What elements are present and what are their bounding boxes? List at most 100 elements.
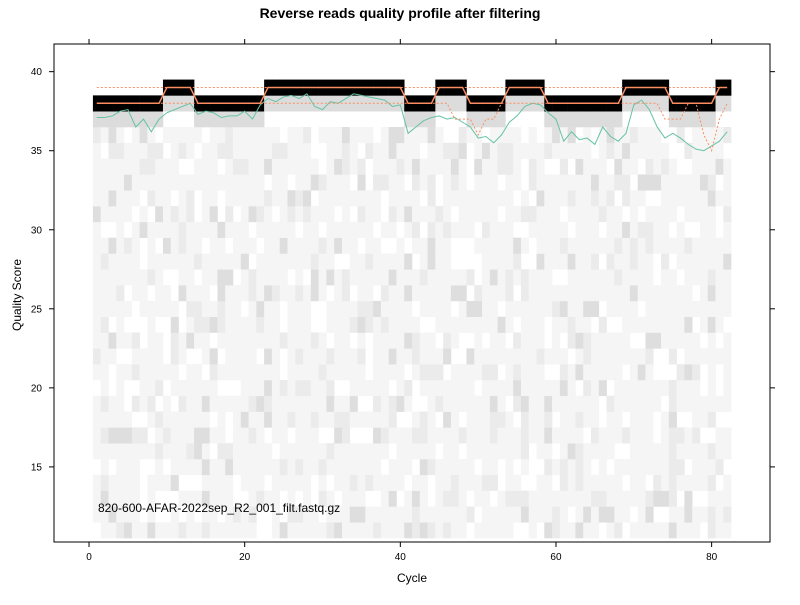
heatmap-cell (256, 206, 265, 223)
heatmap-cell (653, 95, 662, 112)
heatmap-cell (458, 474, 467, 491)
heatmap-cell (575, 158, 584, 175)
heatmap-cell (225, 142, 234, 159)
heatmap-cell (466, 127, 475, 144)
heatmap-cell (194, 443, 203, 460)
heatmap-cell (326, 348, 335, 365)
heatmap-cell (396, 142, 405, 159)
heatmap-cell (310, 506, 319, 523)
heatmap-cell (287, 348, 296, 365)
heatmap-cell (661, 332, 670, 349)
heatmap-cell (684, 142, 693, 159)
heatmap-cell (544, 490, 553, 507)
heatmap-cell (614, 490, 623, 507)
heatmap-cell (443, 174, 452, 191)
heatmap-cell (217, 221, 226, 238)
heatmap-cell (380, 411, 389, 428)
heatmap-cell (209, 174, 218, 191)
heatmap-cell (147, 142, 156, 159)
heatmap-cell (287, 395, 296, 412)
heatmap-cell (450, 316, 459, 333)
heatmap-cell (233, 364, 242, 381)
heatmap-cell (201, 221, 210, 238)
heatmap-cell (699, 459, 709, 476)
heatmap-cell (668, 237, 677, 254)
heatmap-cell (528, 395, 537, 412)
heatmap-cell (723, 237, 732, 254)
heatmap-cell (404, 348, 413, 365)
heatmap-cell (341, 474, 351, 491)
heatmap-cell (271, 158, 280, 175)
heatmap-cell (170, 459, 179, 476)
heatmap-cell (598, 364, 607, 381)
heatmap-cell (100, 506, 109, 523)
heatmap-cell (637, 142, 646, 159)
heatmap-cell (318, 379, 327, 397)
heatmap-cell (147, 221, 156, 238)
heatmap-cell (326, 237, 335, 254)
heatmap-cell (450, 506, 459, 523)
heatmap-cell (326, 395, 335, 412)
heatmap-cell (201, 522, 210, 539)
heatmap-cell (108, 285, 117, 302)
heatmap-cell (225, 443, 234, 460)
heatmap-cell (326, 364, 335, 381)
heatmap-cell (497, 142, 506, 159)
heatmap-cell (365, 522, 374, 539)
heatmap-cell (614, 411, 623, 428)
heatmap-cell (552, 316, 561, 333)
heatmap-cell (396, 459, 405, 476)
heatmap-cell (318, 522, 327, 539)
heatmap-cell (310, 95, 319, 112)
heatmap-cell (310, 332, 319, 349)
heatmap-cell (458, 127, 467, 144)
mean-quality-line (96, 93, 728, 152)
heatmap-cell (201, 348, 210, 365)
heatmap-cell (380, 364, 389, 381)
heatmap-cell (279, 269, 288, 286)
heatmap-cell (505, 459, 514, 476)
heatmap-cell (310, 379, 319, 397)
heatmap-cell (513, 158, 522, 175)
heatmap-cell (536, 95, 545, 112)
heatmap-cell (505, 411, 514, 428)
heatmap-cell (139, 300, 148, 318)
heatmap-cell (699, 285, 709, 302)
heatmap-cell (388, 395, 397, 412)
heatmap-cell (513, 142, 522, 159)
heatmap-cell (334, 364, 343, 381)
heatmap-cell (505, 174, 514, 191)
heatmap-cell (544, 348, 553, 365)
heatmap-cell (661, 490, 670, 507)
heatmap-cell (474, 443, 483, 460)
heatmap-cell (271, 285, 280, 302)
heatmap-cell (450, 158, 459, 175)
heatmap-cell (458, 395, 467, 412)
heatmap-cell (396, 253, 405, 270)
heatmap-cell (653, 285, 662, 302)
heatmap-cell (497, 269, 506, 286)
heatmap-cell (653, 206, 662, 223)
heatmap-cell (225, 348, 234, 365)
heatmap-cell (419, 459, 428, 476)
heatmap-cell (707, 300, 716, 318)
heatmap-cell (326, 221, 335, 238)
heatmap-cell (412, 443, 421, 460)
heatmap-cell (147, 332, 156, 349)
heatmap-cell (723, 443, 732, 460)
heatmap-cell (233, 300, 242, 318)
heatmap-cell (365, 443, 374, 460)
heatmap-cell (240, 459, 249, 476)
heatmap-cell (92, 395, 101, 412)
heatmap-cell (396, 95, 405, 112)
heatmap-cell (661, 158, 670, 175)
heatmap-cell (100, 395, 109, 412)
heatmap-cell (341, 300, 351, 318)
heatmap-cell (692, 522, 701, 539)
heatmap-cell (287, 490, 296, 507)
heatmap-cell (645, 269, 654, 286)
heatmap-cell (699, 221, 709, 238)
heatmap-cell (100, 269, 109, 286)
heatmap-cell (194, 237, 203, 254)
heatmap-cell (162, 221, 172, 238)
